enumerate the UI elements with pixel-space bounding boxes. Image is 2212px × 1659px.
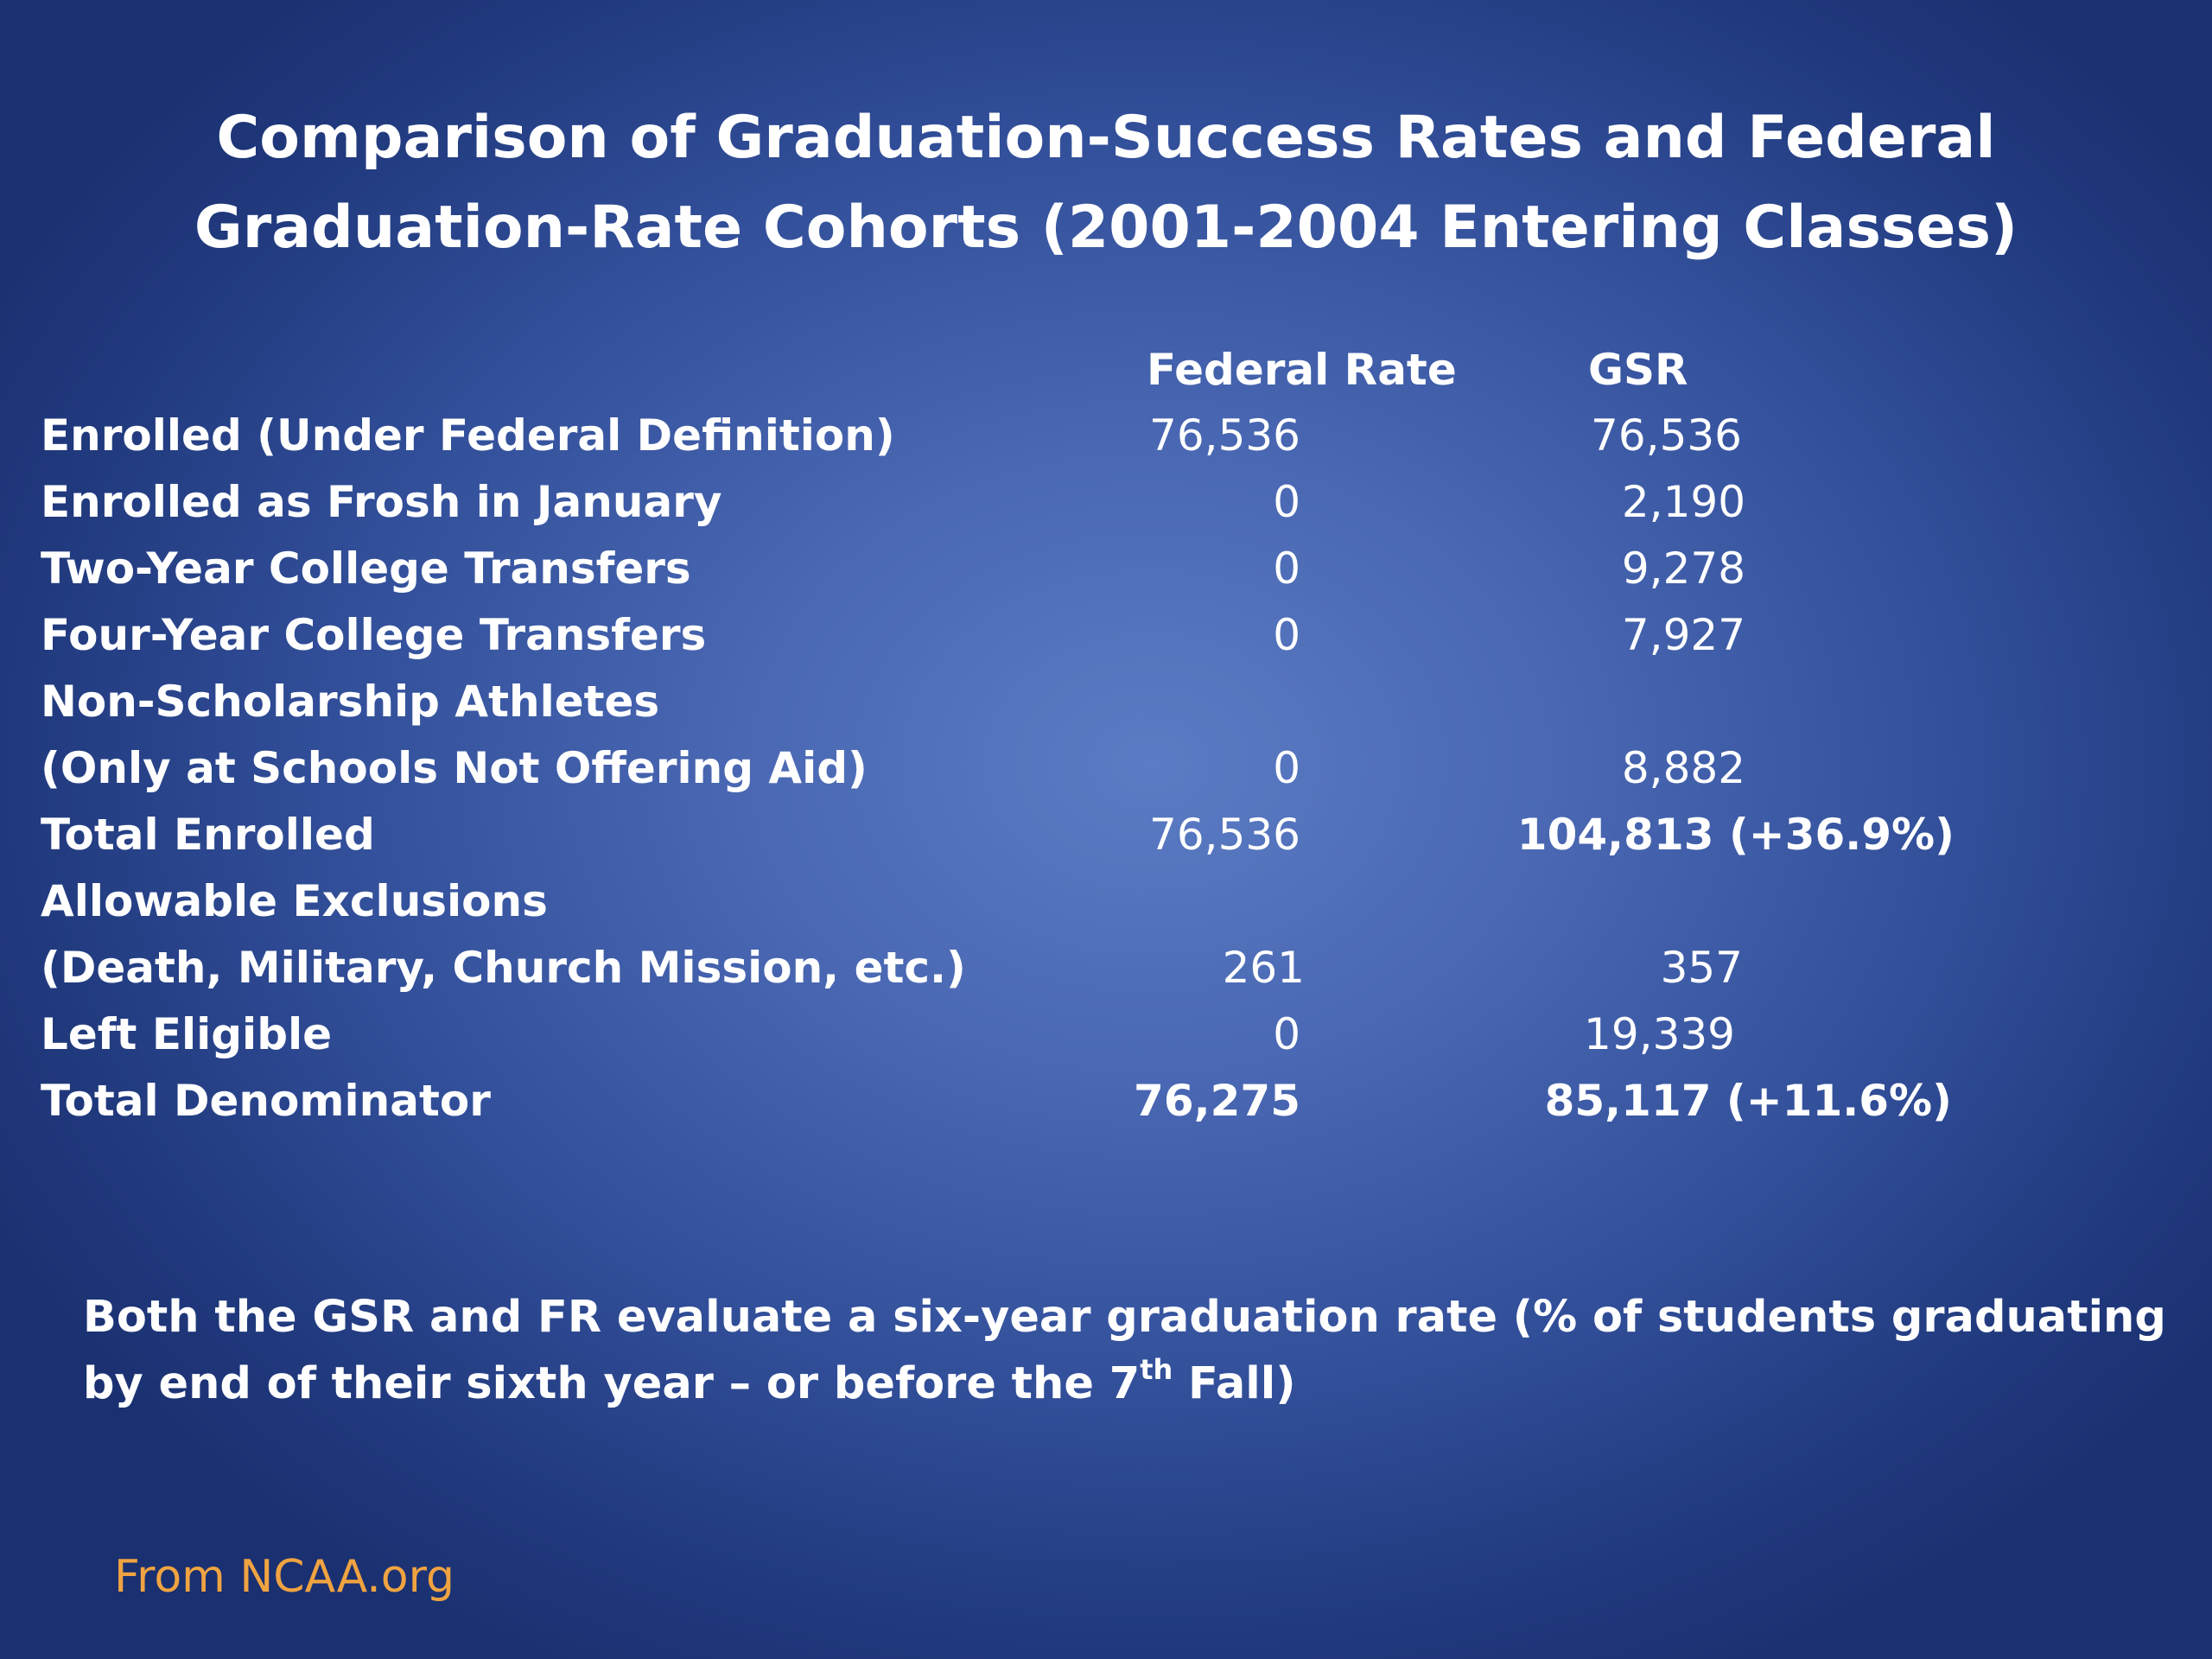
gsr-value: 357: [1660, 943, 1743, 993]
footnote-line-2: by end of their sixth year – or before t…: [83, 1351, 2070, 1417]
gsr-value: 7,927: [1621, 610, 1745, 660]
footnote-line-1: Both the GSR and FR evaluate a six-year …: [83, 1292, 2166, 1343]
source-credit: From NCAA.org: [114, 1551, 455, 1603]
gsr-value: 8,882: [1621, 743, 1745, 793]
table-row: Left Eligible 0 19,339: [0, 1001, 2212, 1068]
federal-rate-value: 0: [1273, 543, 1300, 594]
table-row: Allowable Exclusions: [0, 868, 2212, 935]
row-label: Enrolled as Frosh in January: [41, 477, 722, 527]
footnote: Both the GSR and FR evaluate a six-year …: [83, 1284, 2166, 1417]
gsr-value: 2,190: [1621, 477, 1745, 527]
footnote-line-2-end: Fall): [1173, 1358, 1296, 1409]
row-label: (Death, Military, Church Mission, etc.): [41, 943, 966, 993]
table-row: Two-Year College Transfers 0 9,278: [0, 536, 2212, 602]
federal-rate-value: 0: [1273, 743, 1300, 793]
row-label: Two-Year College Transfers: [41, 543, 691, 594]
row-label: Total Denominator: [41, 1076, 491, 1126]
gsr-value: 9,278: [1621, 543, 1745, 594]
footnote-superscript: th: [1140, 1353, 1173, 1386]
row-label: (Only at Schools Not Offering Aid): [41, 743, 868, 793]
row-label: Left Eligible: [41, 1009, 333, 1059]
federal-rate-value: 76,275: [1134, 1076, 1300, 1126]
table-row: Total Enrolled 76,536 104,813 (+36.9%): [0, 802, 2212, 868]
federal-rate-value: 0: [1273, 1009, 1300, 1059]
row-label: Allowable Exclusions: [41, 876, 548, 926]
table-row: Non-Scholarship Athletes: [0, 669, 2212, 735]
row-label: Four-Year College Transfers: [41, 610, 707, 660]
federal-rate-value: 76,536: [1149, 810, 1300, 860]
federal-rate-value: 261: [1222, 943, 1305, 993]
federal-rate-value: 0: [1273, 610, 1300, 660]
row-label: Non-Scholarship Athletes: [41, 677, 660, 727]
table-row: Total Denominator 76,275 85,117 (+11.6%): [0, 1068, 2212, 1135]
federal-rate-value: 0: [1273, 477, 1300, 527]
gsr-value: 76,536: [1591, 410, 1742, 461]
row-label: Enrolled (Under Federal Definition): [41, 410, 895, 461]
table-row: (Only at Schools Not Offering Aid) 0 8,8…: [0, 735, 2212, 802]
table-row: Four-Year College Transfers 0 7,927: [0, 602, 2212, 669]
table-header-row: Federal Rate GSR: [0, 337, 2212, 404]
title-line-1: Comparison of Graduation-Success Rates a…: [216, 104, 1996, 172]
footnote-line-2-text: by end of their sixth year – or before t…: [83, 1358, 1141, 1409]
row-label: Total Enrolled: [41, 810, 375, 860]
federal-rate-value: 76,536: [1149, 410, 1300, 461]
table-row: Enrolled (Under Federal Definition) 76,5…: [0, 403, 2212, 469]
gsr-value: 85,117 (+11.6%): [1544, 1076, 1952, 1126]
column-header-gsr: GSR: [1588, 345, 1688, 395]
title-line-2: Graduation-Rate Cohorts (2001-2004 Enter…: [194, 194, 2018, 262]
table-row: Enrolled as Frosh in January 0 2,190: [0, 469, 2212, 536]
gsr-value: 104,813 (+36.9%): [1516, 810, 1955, 860]
column-header-federal-rate: Federal Rate: [1147, 345, 1457, 395]
table-row: (Death, Military, Church Mission, etc.) …: [0, 935, 2212, 1001]
gsr-value: 19,339: [1584, 1009, 1735, 1059]
slide-title: Comparison of Graduation-Success Rates a…: [0, 93, 2212, 273]
